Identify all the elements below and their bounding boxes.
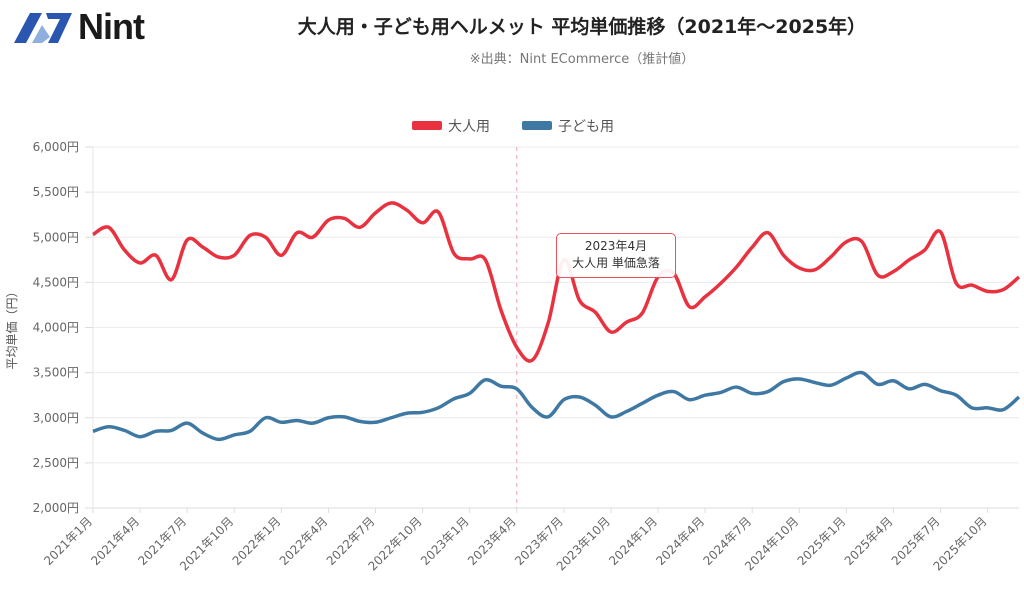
- series-line-adult: [92, 201, 1021, 363]
- x-tick-label: 2025年4月: [842, 514, 896, 568]
- y-axis-label: 平均単価（円）: [5, 285, 19, 369]
- x-tick-label: 2022年1月: [230, 514, 284, 568]
- series-line-kids: [92, 370, 1021, 442]
- y-tick-label: 3,000円: [33, 411, 79, 425]
- legend-swatch: [412, 121, 442, 130]
- legend-swatch: [522, 121, 552, 130]
- chart-subtitle: ※出典：Nint ECommerce（推計値）: [469, 52, 695, 67]
- y-tick-label: 3,500円: [33, 366, 79, 380]
- annotation-line1: 2023年4月: [584, 239, 648, 253]
- y-tick-label: 5,500円: [33, 185, 79, 199]
- y-tick-label: 2,000円: [33, 501, 79, 515]
- x-tick-label: 2024年4月: [653, 514, 707, 568]
- x-tick-label: 2025年1月: [795, 514, 849, 568]
- x-tick-label: 2021年1月: [41, 514, 95, 568]
- y-tick-label: 5,000円: [33, 230, 79, 244]
- y-tick-label: 4,000円: [33, 321, 79, 335]
- y-tick-label: 4,500円: [33, 275, 79, 289]
- chart-title: 大人用・子ども用ヘルメット 平均単価推移（2021年〜2025年）: [297, 16, 867, 38]
- nint-logo-icon: [14, 13, 72, 43]
- logo-text: Nint: [78, 6, 145, 47]
- legend-label: 子ども用: [558, 119, 614, 135]
- annotation-box: 2023年4月 大人用 単価急落: [556, 233, 676, 278]
- x-tick-label: 2024年1月: [606, 514, 660, 568]
- nint-logo: Nint: [12, 6, 145, 48]
- y-tick-label: 6,000円: [33, 140, 79, 154]
- x-tick-label: 2023年4月: [465, 514, 519, 568]
- x-tick-label: 2022年4月: [277, 514, 331, 568]
- legend-label: 大人用: [448, 119, 490, 135]
- annotation-line2: 大人用 単価急落: [572, 256, 660, 270]
- y-tick-label: 2,500円: [33, 456, 79, 470]
- x-tick-label: 2023年1月: [418, 514, 472, 568]
- x-tick-label: 2021年4月: [88, 514, 142, 568]
